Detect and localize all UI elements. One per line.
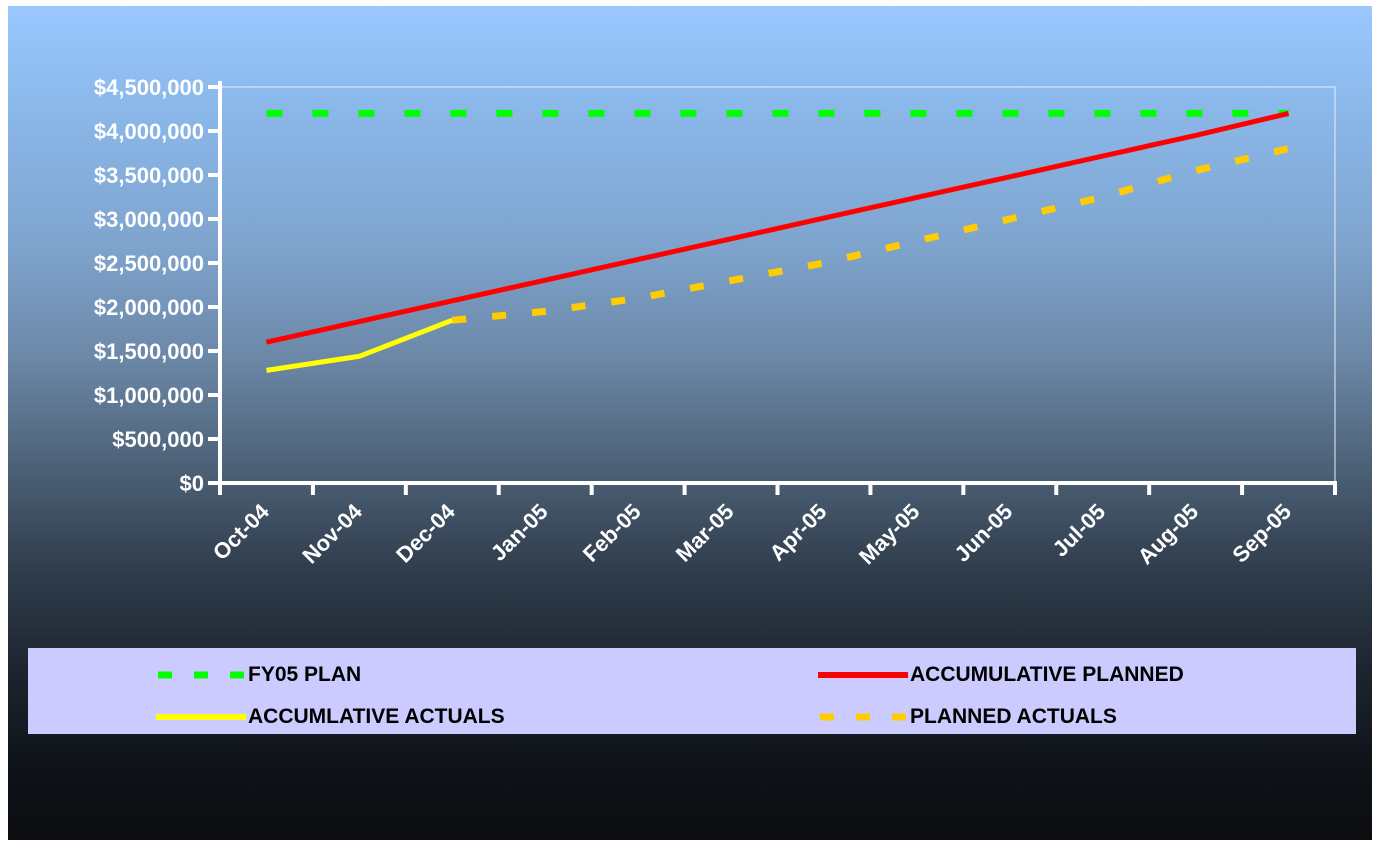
legend-label-fy05-plan: FY05 PLAN [248, 663, 362, 686]
legend-swatch-accumlative-actuals [156, 714, 246, 720]
legend-label-accumlative-actuals: ACCUMLATIVE ACTUALS [248, 705, 505, 728]
plot-area [219, 86, 1336, 484]
y-tick-label: $4,500,000 [94, 75, 204, 100]
x-tick-label: Oct-04 [208, 498, 275, 565]
y-tick-label: $3,000,000 [94, 207, 204, 232]
y-tick-label: $4,000,000 [94, 119, 204, 144]
x-tick-label: Aug-05 [1133, 499, 1203, 569]
legend-swatch-planned-actuals [820, 713, 906, 721]
y-tick-label: $500,000 [112, 427, 204, 452]
legend: FY05 PLAN ACCUMULATIVE PLANNED ACCUMLATI… [28, 648, 1356, 734]
x-tick-label: Mar-05 [671, 499, 739, 567]
series-line-accumlative-actuals [266, 317, 454, 373]
x-tick-label: Nov-04 [297, 498, 367, 568]
x-tick-label: Apr-05 [765, 499, 832, 566]
series-line-accumulative-planned [265, 110, 1290, 345]
y-tick-label: $1,000,000 [94, 383, 204, 408]
x-tick-label: Sep-05 [1227, 499, 1296, 568]
x-tick-label: Dec-04 [391, 498, 460, 567]
y-axis: $0 $500,000 $1,000,000 $1,500,000 $2,000,000… [94, 75, 222, 496]
y-tick-label: $2,000,000 [94, 295, 204, 320]
y-tick-label: $3,500,000 [94, 163, 204, 188]
y-tick-label: $1,500,000 [94, 339, 204, 364]
x-tick-label: May-05 [854, 499, 924, 569]
legend-swatch-accumulative-planned [818, 672, 908, 678]
y-tick-label: $0 [180, 471, 204, 496]
legend-label-planned-actuals: PLANNED ACTUALS [910, 705, 1117, 728]
legend-label-accumulative-planned: ACCUMULATIVE PLANNED [910, 663, 1184, 686]
x-axis: Oct-04 Nov-04 Dec-04 Jan-05 Feb-05 Mar-05 Apr-… [208, 481, 1337, 569]
x-tick-label: Feb-05 [578, 499, 646, 567]
line-chart: $0 $500,000 $1,000,000 $1,500,000 $2,000,000… [94, 75, 1337, 569]
series-layer [265, 109, 1290, 373]
legend-swatch-fy05-plan [158, 671, 244, 679]
chart-slide: $0 $500,000 $1,000,000 $1,500,000 $2,000,000… [8, 6, 1372, 840]
y-tick-label: $2,500,000 [94, 251, 204, 276]
x-tick-label: Jun-05 [950, 499, 1018, 567]
series-line-planned-actuals [451, 145, 1290, 324]
x-tick-label: Jan-05 [486, 499, 553, 566]
x-tick-label: Jul-05 [1048, 499, 1111, 562]
